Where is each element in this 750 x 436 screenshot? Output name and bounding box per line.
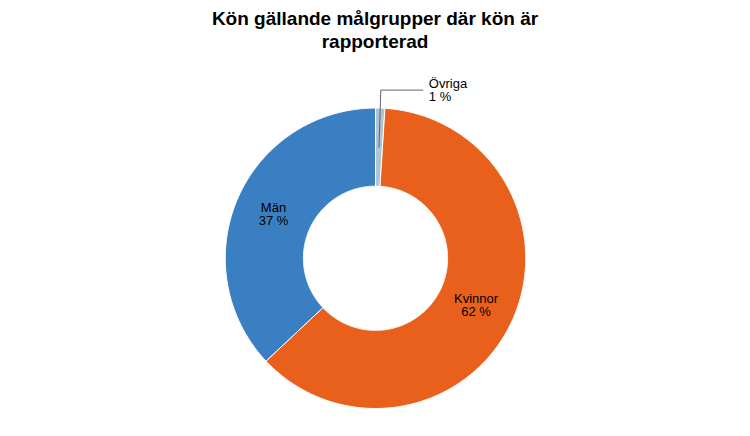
html-text:Kön gällande målgrupper där kö: Kön gällande målgrupper där kön är rappo… [211, 8, 539, 52]
svg-text:Män37 %: Män37 % [259, 199, 289, 227]
svg-text:Kvinnor62 %: Kvinnor62 % [454, 291, 499, 319]
svg-text:Övriga1 %: Övriga1 % [429, 75, 468, 103]
